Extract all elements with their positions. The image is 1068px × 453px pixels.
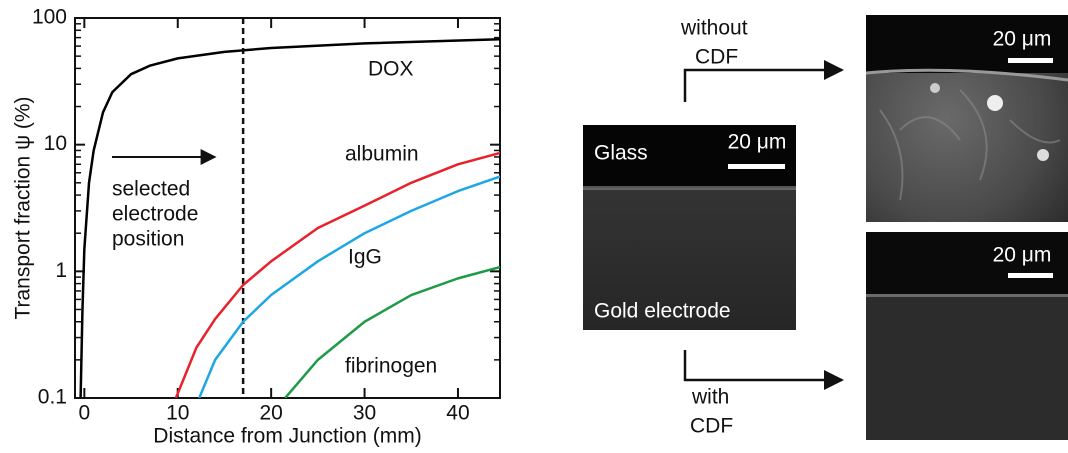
caption-line: without <box>680 17 748 40</box>
scale-label: 20 μm <box>728 131 787 154</box>
top-micrograph: 20 μm <box>866 15 1068 222</box>
spot <box>1037 149 1049 161</box>
y-tick-label: 0.1 <box>38 386 67 409</box>
x-tick-label: 40 <box>446 402 469 425</box>
scale-label: 20 μm <box>993 244 1052 267</box>
arrow-down <box>685 350 842 380</box>
scale-label: 20 μm <box>993 28 1052 51</box>
chart: 0.1 1 10 100 0 10 20 30 40 Distance from Junction… <box>12 6 500 448</box>
scale-bar <box>1008 58 1053 63</box>
annotation: electrode <box>112 203 198 226</box>
series-label: IgG <box>348 246 382 269</box>
gold-label: Gold electrode <box>594 300 731 323</box>
x-tick-label: 0 <box>78 402 90 425</box>
interface <box>583 186 796 190</box>
figure: 0.1 1 10 100 0 10 20 30 40 Distance from Junction… <box>0 0 1068 453</box>
caption-line: CDF <box>695 46 738 69</box>
x-tick-label: 10 <box>166 402 189 425</box>
glass-label: Glass <box>594 142 648 165</box>
series-label: albumin <box>345 143 419 166</box>
edge <box>866 294 1068 297</box>
y-tick-label: 10 <box>44 132 67 155</box>
y-axis-label: Transport fraction ψ (%) <box>12 96 35 319</box>
series-line <box>285 267 500 398</box>
series-label: DOX <box>368 58 414 81</box>
arrow-up <box>685 70 842 102</box>
series-label: fibrinogen <box>345 355 437 378</box>
x-axis-label: Distance from Junction (mm) <box>153 425 421 448</box>
annotation: position <box>112 228 184 251</box>
scale-bar <box>1008 273 1053 278</box>
x-tick-label: 30 <box>353 402 376 425</box>
bottom-micrograph: 20 μm <box>866 232 1068 440</box>
center-micrograph: Glass 20 μm Gold electrode <box>583 125 796 330</box>
x-tick-label: 20 <box>259 402 282 425</box>
series-line <box>176 153 500 398</box>
spot <box>930 83 940 93</box>
caption-line: with <box>691 386 729 409</box>
spot <box>987 95 1003 111</box>
y-tick-label: 1 <box>55 259 67 282</box>
scale-bar <box>728 164 785 169</box>
y-tick-label: 100 <box>32 6 67 29</box>
annotation: selected <box>112 178 190 201</box>
caption-line: CDF <box>690 415 733 438</box>
